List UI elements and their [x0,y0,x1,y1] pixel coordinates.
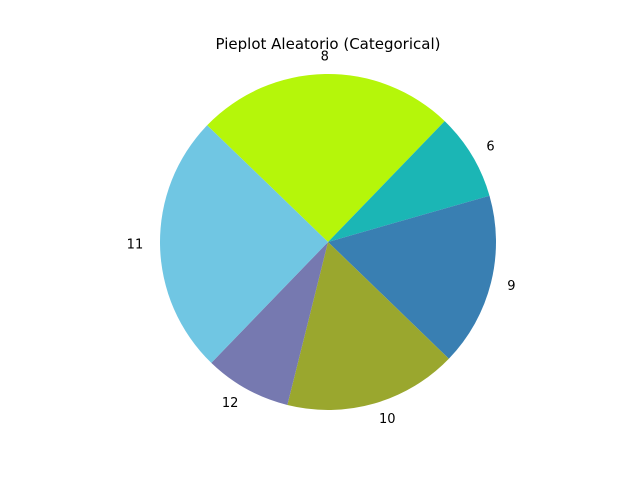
pie-slices [159,73,497,410]
chart-title: Pieplot Aleatorio (Categorical) [216,35,441,53]
pie-slice-10 [287,242,449,410]
pie-labels: 8 6 9 10 12 11 [127,50,516,427]
pie-slice-8 [207,73,445,242]
slice-label-12: 12 [222,396,239,411]
pie-slice-9 [328,195,497,359]
slice-label-11: 11 [127,238,144,253]
slice-label-9: 9 [507,279,515,294]
pie-slice-6 [328,121,490,242]
pie-slice-12 [211,242,328,406]
pie-slice-11 [159,125,328,363]
slice-label-6: 6 [486,139,494,154]
slice-label-8: 8 [321,50,329,65]
slice-label-10: 10 [379,412,396,427]
